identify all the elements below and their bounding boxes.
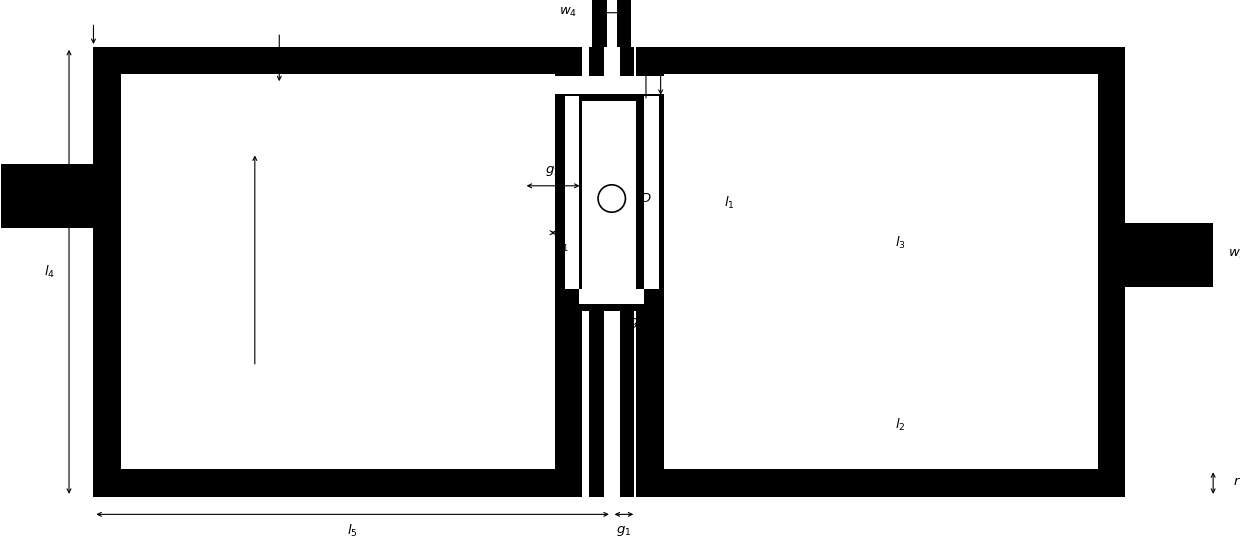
Bar (644, 96, 658, 289)
Text: $l_1$: $l_1$ (724, 195, 735, 211)
Text: $w_4$: $w_4$ (559, 6, 578, 19)
Bar (663, 74, 1097, 147)
Bar (0, 164, 93, 228)
Bar (523, 190, 583, 218)
Bar (620, 330, 634, 497)
Bar (636, 190, 709, 218)
Bar (120, 372, 556, 469)
Bar (589, 76, 604, 96)
Bar (93, 47, 583, 497)
Bar (620, 76, 634, 96)
Bar (145, 388, 556, 452)
Bar (688, 388, 1074, 452)
Text: $l_4$: $l_4$ (43, 264, 55, 280)
Bar (548, 76, 684, 94)
Text: $g_1$: $g_1$ (616, 524, 631, 538)
Bar (593, 0, 606, 47)
Bar (644, 96, 666, 311)
Text: $D$: $D$ (640, 192, 652, 205)
Circle shape (598, 185, 625, 212)
Bar (120, 74, 556, 469)
Text: $l_2$: $l_2$ (895, 417, 905, 434)
Bar (532, 76, 548, 306)
Bar (523, 76, 548, 330)
Bar (636, 47, 1125, 497)
Text: $g_3$: $g_3$ (630, 316, 645, 330)
Bar (579, 289, 644, 304)
Bar (620, 47, 634, 76)
Bar (564, 96, 579, 289)
Bar (589, 47, 604, 76)
Text: $r_1$: $r_1$ (1233, 476, 1240, 490)
Text: $w_1$: $w_1$ (553, 241, 569, 254)
Bar (684, 76, 702, 306)
Bar (620, 289, 634, 330)
Bar (145, 94, 301, 133)
Bar (589, 330, 604, 497)
Text: $l_5$: $l_5$ (347, 523, 358, 538)
Text: $g_2$: $g_2$ (546, 164, 560, 178)
Bar (558, 96, 579, 311)
Text: $l_6$: $l_6$ (681, 54, 691, 69)
Bar (663, 74, 1097, 469)
Bar (589, 289, 604, 330)
Bar (684, 76, 709, 330)
Bar (1125, 223, 1213, 287)
Bar (523, 76, 709, 101)
Bar (688, 94, 1074, 133)
Bar (558, 289, 666, 311)
Text: $l_3$: $l_3$ (895, 235, 905, 251)
Text: $w_5$: $w_5$ (1228, 248, 1240, 261)
Bar (616, 0, 631, 47)
Bar (120, 74, 556, 147)
Bar (663, 372, 1097, 469)
Bar (595, 182, 629, 215)
